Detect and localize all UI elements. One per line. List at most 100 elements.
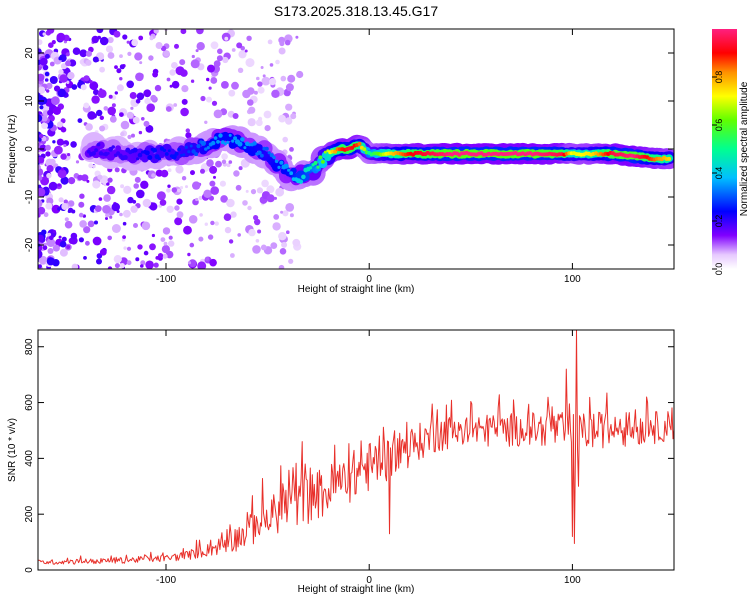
figure-title: S173.2025.318.13.45.G17 [274, 3, 438, 19]
ridge-mark [218, 133, 223, 138]
noise-blob [44, 53, 50, 59]
noise-blob [219, 180, 226, 187]
noise-blob [38, 39, 43, 46]
noise-blob [38, 175, 43, 181]
noise-blob [52, 140, 56, 144]
ridge-mark [260, 153, 264, 158]
noise-blob [222, 56, 229, 64]
noise-blob [58, 197, 64, 203]
noise-blob [46, 165, 54, 173]
ridge-mark [167, 149, 171, 153]
snr-ytick-label: 600 [24, 394, 35, 411]
noise-blob [171, 62, 178, 69]
noise-blob [216, 55, 223, 62]
noise-blob [168, 240, 175, 247]
noise-blob [155, 256, 160, 260]
noise-blob [161, 245, 170, 254]
ridge-mark [287, 168, 291, 172]
noise-blob [149, 243, 156, 251]
noise-blob [213, 175, 216, 179]
noise-blob [191, 54, 195, 59]
noise-blob [72, 47, 81, 55]
noise-blob [66, 245, 71, 249]
noise-blob [242, 89, 251, 99]
noise-blob [245, 189, 249, 193]
noise-blob [57, 88, 66, 98]
noise-blob [114, 65, 118, 69]
noise-blob [59, 74, 68, 83]
noise-blob [287, 74, 296, 83]
noise-blob [275, 59, 280, 65]
noise-blob [83, 226, 91, 234]
noise-blob [143, 120, 150, 127]
noise-blob [228, 89, 236, 97]
noise-blob [57, 207, 61, 211]
noise-blob [46, 82, 53, 90]
snr-ytick-label: 400 [24, 450, 35, 467]
ridge-mark [213, 136, 218, 140]
noise-blob [197, 261, 207, 269]
noise-blob [126, 111, 134, 119]
ridge-mark [667, 156, 672, 161]
noise-blob [58, 56, 63, 61]
noise-blob [41, 122, 48, 130]
noise-blob [137, 244, 143, 250]
noise-blob [175, 165, 184, 174]
noise-blob [85, 50, 92, 57]
snr-xtick-label: -100 [156, 575, 176, 586]
noise-blob [280, 75, 287, 82]
noise-blob [81, 174, 89, 182]
noise-blob [38, 164, 41, 170]
ridge-mark [157, 157, 162, 161]
noise-blob [57, 121, 64, 128]
noise-blob [80, 84, 87, 91]
noise-blob [236, 42, 243, 49]
noise-blob [119, 54, 123, 58]
noise-blob [140, 260, 146, 266]
noise-blob [271, 89, 280, 99]
noise-blob [63, 143, 67, 148]
noise-blob [272, 222, 281, 231]
noise-blob [223, 213, 232, 221]
noise-blob [99, 115, 105, 121]
noise-blob [39, 57, 48, 66]
noise-blob [77, 174, 84, 181]
noise-blob [129, 92, 137, 99]
noise-blob [119, 64, 125, 70]
snr-panel: -100 0 100 0 200 400 600 800 Height of straight… [7, 329, 675, 595]
ridge-mark [187, 150, 191, 154]
noise-blob [109, 215, 113, 219]
noise-blob [231, 81, 239, 90]
noise-blob [256, 187, 263, 194]
noise-blob [188, 215, 198, 224]
noise-blob [131, 39, 139, 47]
spectrogram-xlabel: Height of straight line (km) [298, 284, 415, 295]
ridge-mark [132, 147, 138, 153]
noise-blob [207, 64, 215, 73]
spectrogram-ytick-label: 0 [24, 146, 35, 152]
noise-blob [166, 188, 171, 193]
noise-blob [38, 264, 42, 269]
ridge-mark [301, 174, 306, 180]
noise-blob [261, 179, 269, 188]
noise-blob [151, 173, 156, 178]
noise-blob [103, 194, 111, 202]
noise-blob [71, 84, 78, 90]
noise-blob [44, 71, 50, 77]
noise-blob [285, 203, 295, 212]
noise-blob [126, 80, 134, 89]
noise-blob [38, 73, 45, 82]
noise-blob [174, 43, 179, 49]
noise-blob [269, 63, 274, 67]
noise-blob [134, 176, 141, 183]
noise-blob [107, 185, 116, 195]
noise-blob [237, 233, 241, 237]
noise-blob [278, 47, 286, 55]
noise-blob [215, 160, 222, 168]
noise-blob [255, 119, 263, 127]
noise-blob [181, 98, 188, 105]
noise-blob [292, 238, 301, 247]
noise-blob [39, 144, 47, 152]
noise-blob [40, 176, 50, 186]
